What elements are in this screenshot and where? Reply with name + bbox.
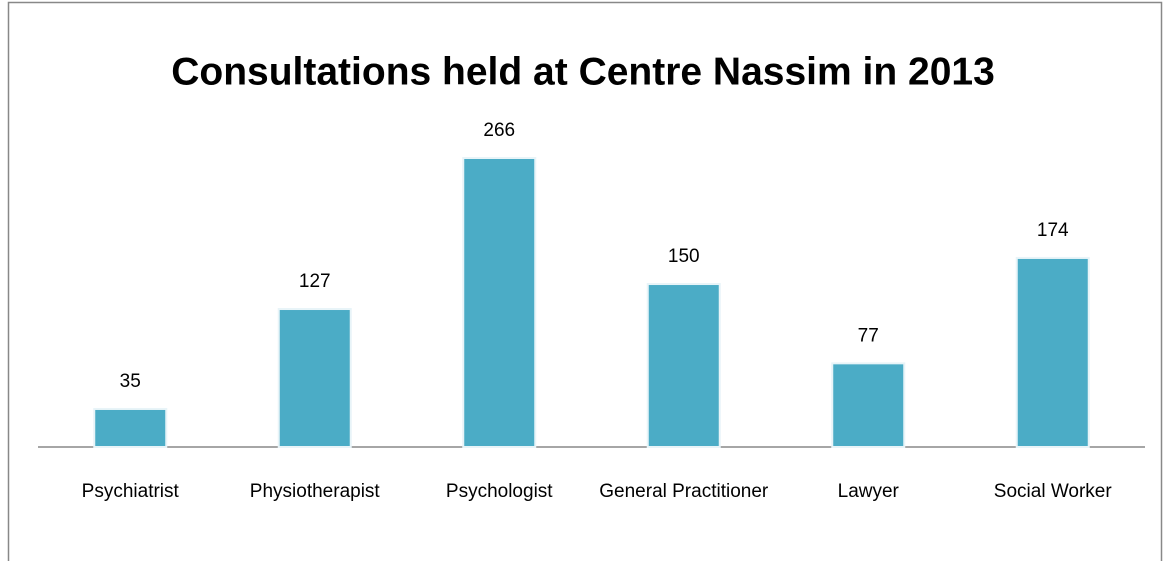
x-tick-label: Psychiatrist <box>81 481 179 502</box>
x-tick-label: General Practitioner <box>599 481 769 502</box>
bar <box>93 407 168 449</box>
chart-frame <box>7 1 1163 561</box>
x-tick-label: Psychologist <box>445 481 553 502</box>
bar <box>1015 256 1090 449</box>
bar <box>462 157 537 448</box>
bar <box>277 308 352 448</box>
data-label: 150 <box>668 246 700 267</box>
bar <box>646 283 721 449</box>
bar <box>831 362 906 448</box>
x-tick-label: Lawyer <box>837 481 899 502</box>
chart-title: Consultations held at Centre Nassim in 2… <box>171 50 995 93</box>
data-label: 77 <box>858 325 879 346</box>
data-label: 127 <box>299 271 331 292</box>
x-tick-label: Social Worker <box>993 481 1112 502</box>
x-tick-label: Physiotherapist <box>249 481 380 502</box>
data-label: 174 <box>1037 220 1069 241</box>
data-label: 266 <box>483 120 515 141</box>
data-label: 35 <box>120 371 141 392</box>
